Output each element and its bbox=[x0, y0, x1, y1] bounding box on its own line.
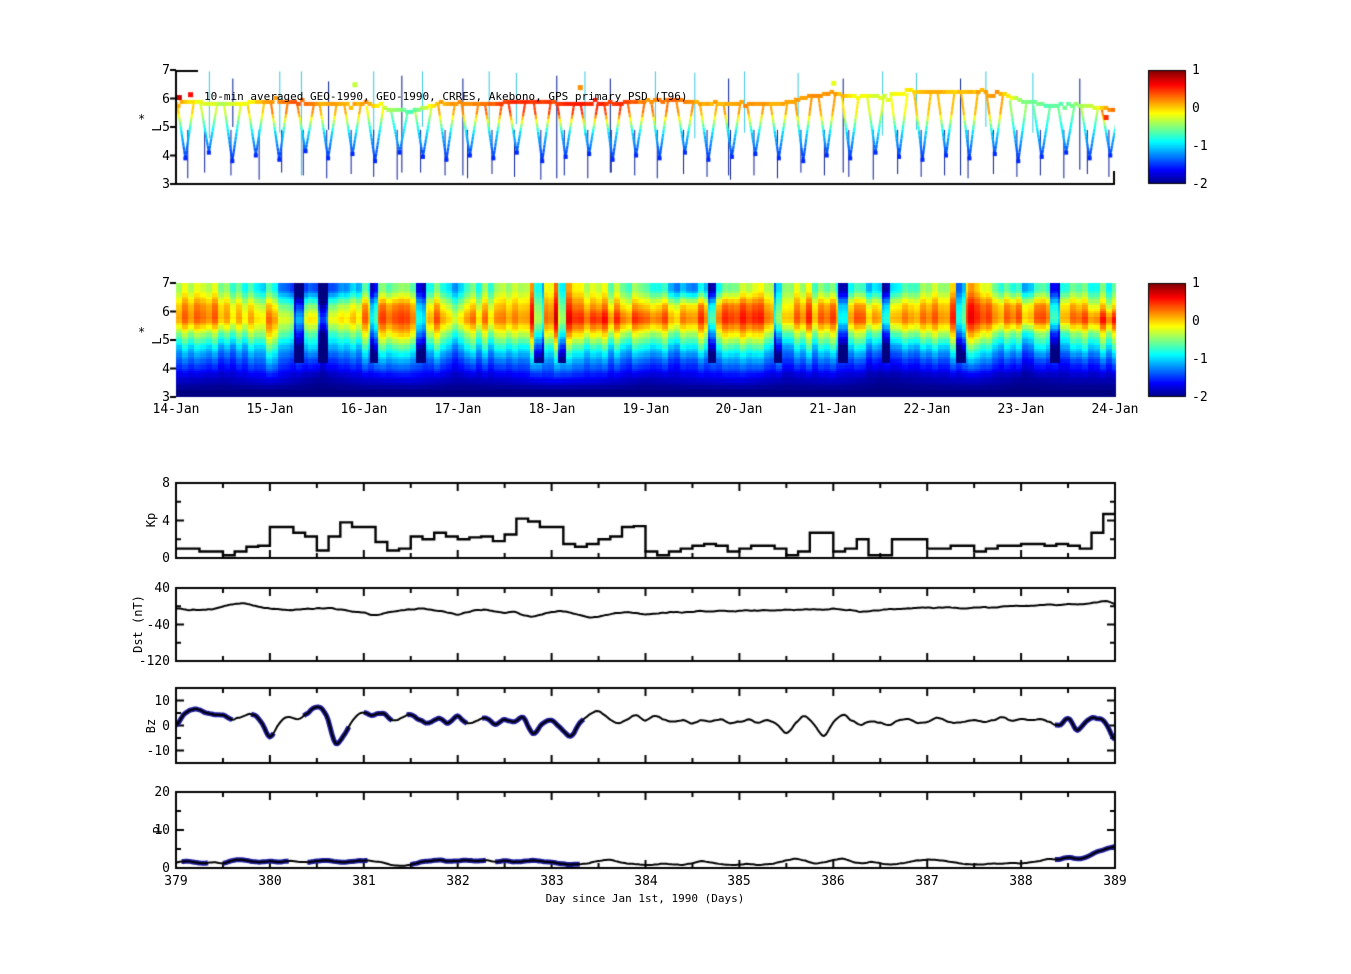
p-ytick: 10 bbox=[154, 823, 170, 838]
x-tick: 383 bbox=[540, 874, 564, 889]
x-tick: 387 bbox=[915, 874, 939, 889]
bz-ylabel: Bz bbox=[144, 718, 158, 734]
p2-ytick: 7 bbox=[162, 276, 170, 291]
kp-ytick: 8 bbox=[162, 476, 170, 491]
cb2-tick: 0 bbox=[1192, 314, 1200, 329]
x-tick: 388 bbox=[1009, 874, 1033, 889]
bz-ytick: 0 bbox=[162, 718, 170, 734]
p2-ytick: 4 bbox=[162, 361, 170, 377]
bz-ytick: -10 bbox=[146, 743, 170, 759]
cb1-tick: 0 bbox=[1192, 101, 1200, 116]
p1-ylabel: L bbox=[150, 124, 164, 132]
cb1-tick: 1 bbox=[1192, 63, 1200, 78]
p2-ytick: 5 bbox=[162, 333, 170, 348]
dst-ytick: -120 bbox=[138, 654, 170, 669]
x-tick: 385 bbox=[727, 874, 751, 889]
x-tick: 379 bbox=[164, 874, 188, 889]
p2-xtick: 24-Jan bbox=[1091, 402, 1139, 417]
bz-ytick: 10 bbox=[154, 693, 170, 709]
p2-xtick: 14-Jan bbox=[152, 402, 200, 417]
p1-ytick: 7 bbox=[162, 63, 170, 78]
psd-scatter-panel bbox=[164, 58, 1127, 196]
cb2-tick: -1 bbox=[1192, 352, 1208, 367]
p2-xtick: 15-Jan bbox=[246, 402, 294, 417]
x-tick: 389 bbox=[1103, 874, 1127, 889]
p1-ytick: 6 bbox=[162, 91, 170, 107]
p2-xtick: 16-Jan bbox=[340, 402, 388, 417]
p2-ytick: 3 bbox=[162, 390, 170, 405]
kp-ytick: 4 bbox=[162, 513, 170, 529]
p-ytick: 20 bbox=[154, 785, 170, 800]
cb1-tick: -2 bbox=[1192, 177, 1208, 192]
p2-xtick: 20-Jan bbox=[715, 402, 763, 417]
p2-xtick: 23-Jan bbox=[997, 402, 1045, 417]
p2-ytick: 6 bbox=[162, 304, 170, 320]
cb2-tick: -2 bbox=[1192, 390, 1208, 405]
p1-ytick: 3 bbox=[162, 177, 170, 192]
p1-ytick: 5 bbox=[162, 120, 170, 135]
p-ylabel: P bbox=[151, 826, 165, 834]
p-ytick: 0 bbox=[162, 861, 170, 876]
dst-panel bbox=[164, 576, 1127, 673]
panel1-title: 10-min averaged GEO-1990, GEO-1990, CRRE… bbox=[204, 90, 688, 103]
x-tick: 380 bbox=[258, 874, 282, 889]
x-tick: 382 bbox=[446, 874, 470, 889]
p2-xtick: 22-Jan bbox=[903, 402, 951, 417]
p2-xtick: 21-Jan bbox=[809, 402, 857, 417]
colorbar-top bbox=[1146, 64, 1216, 194]
colorbar-bottom bbox=[1146, 277, 1216, 407]
x-axis-label: Day since Jan 1st, 1990 (Days) bbox=[545, 892, 745, 905]
p2-xtick: 17-Jan bbox=[434, 402, 482, 417]
p1-ylabel-sup: * bbox=[138, 112, 146, 126]
kp-panel bbox=[164, 471, 1127, 570]
p2-xtick: 18-Jan bbox=[528, 402, 576, 417]
cb1-tick: -1 bbox=[1192, 139, 1208, 154]
p2-ylabel: L bbox=[150, 337, 164, 345]
dst-ylabel: Dst (nT) bbox=[131, 595, 145, 653]
x-tick: 386 bbox=[821, 874, 845, 889]
cb2-tick: 1 bbox=[1192, 276, 1200, 291]
kp-ylabel: Kp bbox=[144, 512, 158, 528]
x-tick: 384 bbox=[634, 874, 658, 889]
bz-panel bbox=[164, 676, 1127, 775]
p1-ytick: 4 bbox=[162, 148, 170, 164]
kp-ytick: 0 bbox=[162, 551, 170, 566]
dst-ytick: 40 bbox=[154, 581, 170, 596]
p-panel bbox=[164, 780, 1127, 880]
x-tick: 381 bbox=[352, 874, 376, 889]
p2-xtick: 19-Jan bbox=[622, 402, 670, 417]
psd-heatmap-panel bbox=[164, 271, 1127, 409]
p2-ylabel-sup: * bbox=[138, 325, 146, 339]
dst-ytick: -40 bbox=[146, 617, 170, 633]
